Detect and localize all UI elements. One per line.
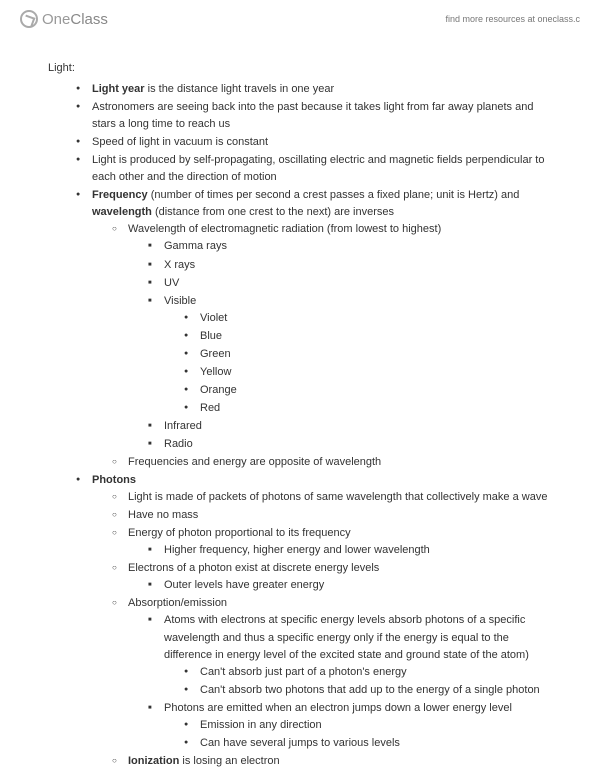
list-item: Light is produced by self-propagating, o… — [76, 152, 548, 186]
list-item: Yellow — [184, 364, 548, 381]
list-item: Photons Light is made of packets of photo… — [76, 472, 548, 770]
list-item-text: Energy of photon proportional to its fre… — [128, 527, 351, 539]
sublist: Higher frequency, higher energy and lowe… — [128, 542, 548, 559]
list-item: UV — [148, 275, 548, 292]
list-item: Outer levels have greater energy — [148, 577, 548, 594]
list-item: Radio — [148, 436, 548, 453]
list-item-text: Visible — [164, 295, 196, 307]
list-item: Blue — [184, 328, 548, 345]
list-item-text: Photons are emitted when an electron jum… — [164, 702, 512, 714]
logo-icon — [20, 10, 38, 28]
list-item-text: Electrons of a photon exist at discrete … — [128, 562, 379, 574]
list-item: Ionization is losing an electron — [112, 753, 548, 770]
list-item: Have no mass — [112, 507, 548, 524]
list-item-text: Green — [200, 348, 231, 360]
find-more-text: find more resources at oneclass.c — [445, 14, 580, 24]
logo-text-one: One — [42, 11, 70, 28]
list-item: Orange — [184, 382, 548, 399]
list-item-text: Speed of light in vacuum is constant — [92, 136, 268, 148]
list-item: Red — [184, 400, 548, 417]
logo-text-class: Class — [70, 11, 108, 28]
sublist: Can't absorb just part of a photon's ene… — [164, 664, 548, 699]
list-item: Photons are emitted when an electron jum… — [148, 700, 548, 752]
list-item-text: Frequency (number of times per second a … — [92, 189, 519, 218]
list-item-text: Absorption/emission — [128, 597, 227, 609]
list-item-text: Atoms with electrons at specific energy … — [164, 614, 529, 660]
list-item: Absorption/emission Atoms with electrons … — [112, 595, 548, 751]
doc-title: Light: — [48, 60, 548, 77]
list-item-text: Light year is the distance light travels… — [92, 83, 334, 95]
list-item-text: Yellow — [200, 366, 231, 378]
list-item: X rays — [148, 257, 548, 274]
list-item-text: Red — [200, 402, 220, 414]
list-item: Frequencies and energy are opposite of w… — [112, 454, 548, 471]
list-item-text: Outer levels have greater energy — [164, 579, 324, 591]
outline-root: Light year is the distance light travels… — [48, 81, 548, 770]
list-item-text: Violet — [200, 312, 227, 324]
list-item: Can have several jumps to various levels — [184, 735, 548, 752]
list-item-text: Can't absorb just part of a photon's ene… — [200, 666, 407, 678]
list-item: Gamma rays — [148, 238, 548, 255]
logo: OneClass — [20, 10, 108, 28]
list-item: Emission in any direction — [184, 717, 548, 734]
list-item: Energy of photon proportional to its fre… — [112, 525, 548, 559]
list-item: Visible Violet Blue Green Yellow Orange Red — [148, 293, 548, 417]
sublist: Wavelength of electromagnetic radiation … — [92, 221, 548, 471]
list-item: Frequency (number of times per second a … — [76, 187, 548, 471]
document-content: Light: Light year is the distance light … — [0, 36, 596, 770]
list-item-text: Can have several jumps to various levels — [200, 737, 400, 749]
list-item-text: Radio — [164, 438, 193, 450]
list-item-text: Orange — [200, 384, 237, 396]
sublist: Violet Blue Green Yellow Orange Red — [164, 310, 548, 417]
list-item-text: Astronomers are seeing back into the pas… — [92, 101, 533, 130]
list-item-text: Have no mass — [128, 509, 198, 521]
sublist: Atoms with electrons at specific energy … — [128, 612, 548, 751]
list-item-text: Photons — [92, 474, 136, 486]
header: OneClass find more resources at oneclass… — [0, 0, 596, 36]
list-item-text: Gamma rays — [164, 240, 227, 252]
list-item-text: Infrared — [164, 420, 202, 432]
list-item: Violet — [184, 310, 548, 327]
sublist: Outer levels have greater energy — [128, 577, 548, 594]
sublist: Emission in any direction Can have severa… — [164, 717, 548, 752]
list-item: Electrons of a photon exist at discrete … — [112, 560, 548, 594]
list-item: Light is made of packets of photons of s… — [112, 489, 548, 506]
list-item-text: Higher frequency, higher energy and lowe… — [164, 544, 430, 556]
list-item: Infrared — [148, 418, 548, 435]
list-item: Green — [184, 346, 548, 363]
sublist: Light is made of packets of photons of s… — [92, 489, 548, 770]
list-item: Higher frequency, higher energy and lowe… — [148, 542, 548, 559]
list-item-text: UV — [164, 277, 179, 289]
list-item-text: Frequencies and energy are opposite of w… — [128, 456, 381, 468]
list-item-text: Light is made of packets of photons of s… — [128, 491, 547, 503]
sublist: Gamma rays X rays UV Visible Violet Blue Green… — [128, 238, 548, 453]
list-item-text: Emission in any direction — [200, 719, 322, 731]
list-item-text: Wavelength of electromagnetic radiation … — [128, 223, 441, 235]
list-item: Speed of light in vacuum is constant — [76, 134, 548, 151]
list-item-text: Light is produced by self-propagating, o… — [92, 154, 544, 183]
list-item-text: X rays — [164, 259, 195, 271]
list-item: Can't absorb two photons that add up to … — [184, 682, 548, 699]
list-item: Light year is the distance light travels… — [76, 81, 548, 98]
list-item-text: Blue — [200, 330, 222, 342]
list-item: Wavelength of electromagnetic radiation … — [112, 221, 548, 453]
list-item: Atoms with electrons at specific energy … — [148, 612, 548, 698]
list-item: Astronomers are seeing back into the pas… — [76, 99, 548, 133]
list-item-text: Can't absorb two photons that add up to … — [200, 684, 540, 696]
list-item: Can't absorb just part of a photon's ene… — [184, 664, 548, 681]
